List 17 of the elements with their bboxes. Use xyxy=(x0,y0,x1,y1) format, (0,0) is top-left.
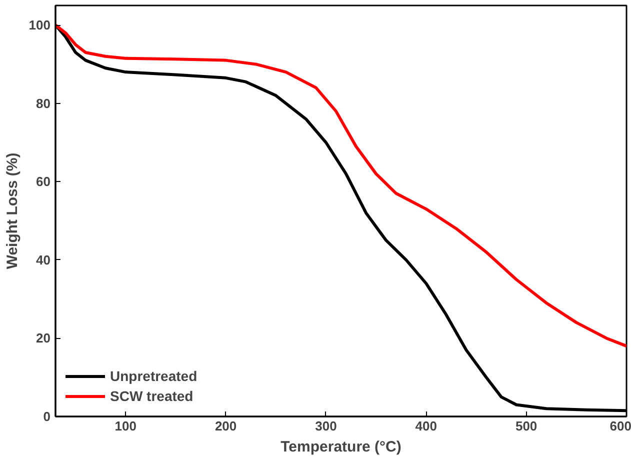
y-tick-label: 100 xyxy=(28,18,51,33)
y-tick-label: 0 xyxy=(43,409,51,424)
x-tick-label: 300 xyxy=(315,418,337,434)
legend-label: SCW treated xyxy=(110,388,194,404)
x-tick-label: 100 xyxy=(114,418,136,434)
legend-label: Unpretreated xyxy=(110,368,198,384)
y-tick-label: 60 xyxy=(36,174,51,190)
x-tick-label: 200 xyxy=(214,418,237,434)
x-tick-label: 500 xyxy=(515,418,538,434)
y-tick-label: 20 xyxy=(36,330,51,346)
x-axis-title: Temperature (°C) xyxy=(280,438,402,456)
x-tick-label: 400 xyxy=(415,418,438,434)
y-tick-label: 40 xyxy=(36,252,51,268)
line-series xyxy=(56,24,626,348)
x-tick-label: 600 xyxy=(610,418,631,434)
y-tick-label: 80 xyxy=(36,96,51,111)
y-axis-title: Weight Loss (%) xyxy=(4,152,21,270)
